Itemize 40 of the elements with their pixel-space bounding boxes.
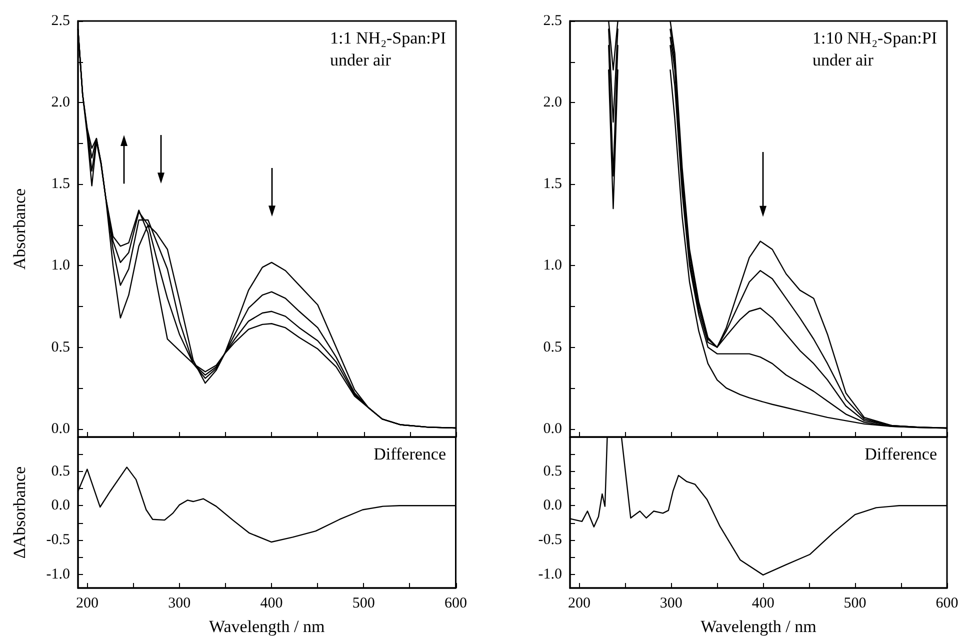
y-tick-label: 0.0: [51, 498, 70, 514]
y-axis-title: Absorbance: [10, 188, 29, 270]
y-tick-label: 1.0: [543, 258, 562, 274]
x-axis-title: Wavelength / nm: [209, 617, 325, 636]
y-tick-label: 1.0: [51, 258, 70, 274]
y-tick-label: 0.0: [543, 498, 562, 514]
y-tick-label: 2.0: [543, 94, 562, 111]
x-tick-label: 600: [444, 596, 467, 612]
x-tick-label: 400: [752, 596, 774, 612]
y-tick-label: 1.5: [51, 176, 70, 192]
y-tick-label: 2.0: [51, 94, 70, 111]
x-tick-label: 600: [936, 596, 958, 612]
y-tick-label: 2.5: [51, 13, 70, 29]
x-tick-label: 500: [352, 596, 375, 612]
x-tick-label: 200: [568, 596, 590, 612]
x-tick-label: 400: [260, 596, 283, 612]
x-tick-label: 200: [76, 596, 98, 612]
y-tick-label: 0.5: [51, 463, 70, 480]
x-tick-label: 300: [660, 596, 682, 612]
annotation: Difference: [864, 444, 937, 464]
annotation: 1:10 NH₂-Span:PI: [812, 28, 938, 48]
y-tick-label: -1.0: [538, 566, 562, 582]
y-tick-label: 0.0: [51, 420, 70, 437]
y-tick-label: 0.5: [543, 339, 562, 356]
y-tick-label: -0.5: [538, 532, 562, 548]
annotation: under air: [330, 50, 392, 70]
y-tick-label: 2.5: [543, 13, 562, 29]
annotation: under air: [812, 50, 874, 70]
y-tick-label: -0.5: [46, 532, 70, 548]
x-tick-label: 500: [844, 596, 866, 612]
x-tick-label: 300: [168, 596, 191, 612]
y-tick-label: 1.5: [543, 176, 562, 192]
x-axis-title: Wavelength / nm: [700, 617, 816, 636]
y-tick-label: 0.0: [543, 420, 562, 437]
y-tick-label: 0.5: [543, 463, 562, 480]
annotation: Difference: [374, 444, 446, 464]
y-tick-label: 0.5: [51, 339, 70, 356]
y-tick-label: -1.0: [46, 566, 70, 582]
y-axis-title: ΔAbsorbance: [10, 466, 29, 559]
annotation: 1:1 NH₂-Span:PI: [330, 28, 446, 48]
